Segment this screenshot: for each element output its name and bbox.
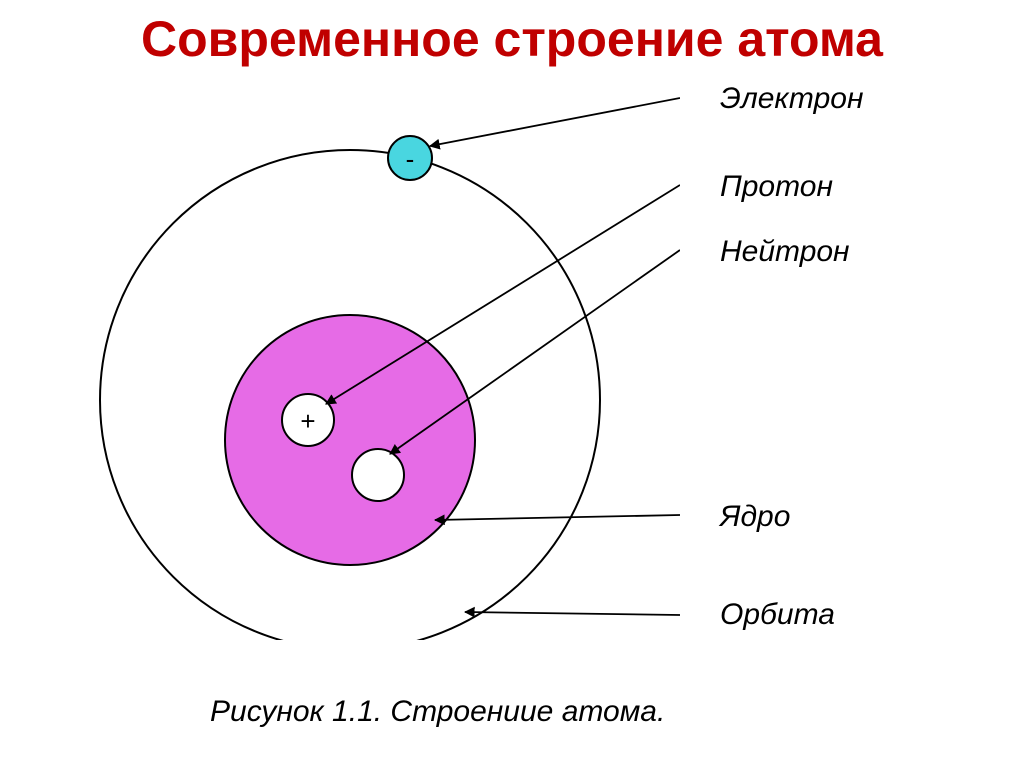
nucleus-circle (225, 315, 475, 565)
atom-svg: + - (40, 80, 680, 640)
electron-symbol: - (406, 144, 415, 174)
leader-nucleus (435, 515, 680, 520)
atom-diagram: + - (40, 80, 680, 640)
page-title: Современное строение атома (0, 10, 1024, 68)
neutron-circle (352, 449, 404, 501)
label-nucleus: Ядро (720, 500, 790, 534)
label-proton: Протон (720, 170, 833, 204)
figure-caption: Рисунок 1.1. Строениие атома. (210, 695, 665, 729)
label-electron: Электрон (720, 82, 863, 116)
label-orbit: Орбита (720, 598, 835, 632)
label-neutron: Нейтрон (720, 235, 850, 269)
proton-symbol: + (300, 406, 315, 436)
leader-orbit (465, 612, 680, 615)
leader-proton (326, 185, 680, 404)
leader-electron (430, 98, 680, 146)
